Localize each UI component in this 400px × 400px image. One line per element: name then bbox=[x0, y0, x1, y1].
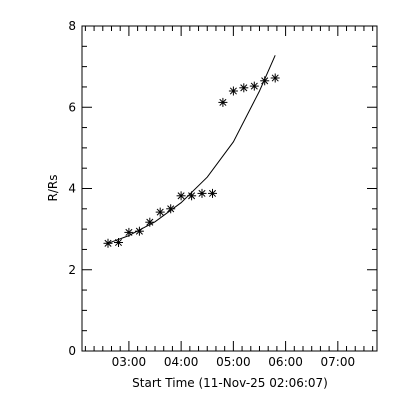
axis-tick-labels: 03:00 04:00 05:00 06:00 07:00 0 2 4 6 8 bbox=[68, 19, 355, 369]
data-point-stroke bbox=[208, 189, 217, 197]
data-point-stroke bbox=[146, 218, 154, 226]
data-point bbox=[228, 86, 238, 96]
data-point bbox=[249, 81, 259, 91]
x-tick-label: 03:00 bbox=[112, 355, 147, 369]
data-point-stroke bbox=[229, 87, 237, 95]
x-tick-label: 04:00 bbox=[164, 355, 199, 369]
data-point bbox=[270, 73, 280, 83]
data-point-stroke bbox=[198, 189, 206, 197]
y-tick-label: 6 bbox=[68, 100, 76, 114]
x-axis-label: Start Time (11-Nov-25 02:06:07) bbox=[132, 376, 328, 390]
data-point-stroke bbox=[219, 98, 227, 106]
data-point bbox=[124, 227, 134, 237]
data-point bbox=[208, 188, 217, 198]
y-tick-label: 8 bbox=[68, 19, 76, 33]
fit-curve bbox=[107, 55, 276, 244]
fit-line bbox=[107, 55, 276, 244]
y-tick-label: 4 bbox=[68, 182, 76, 196]
data-point-stroke bbox=[156, 208, 164, 216]
y-axis-label: R/Rs bbox=[46, 175, 60, 202]
y-tick-label: 0 bbox=[68, 344, 76, 358]
data-point bbox=[103, 238, 113, 248]
data-point bbox=[187, 191, 197, 201]
data-point-stroke bbox=[250, 82, 258, 90]
data-points bbox=[103, 73, 280, 248]
axis-ticks bbox=[82, 25, 377, 352]
data-point-stroke bbox=[114, 238, 123, 247]
x-tick-label: 05:00 bbox=[216, 355, 251, 369]
data-point bbox=[114, 238, 123, 247]
data-point-stroke bbox=[177, 192, 185, 200]
x-tick-label: 07:00 bbox=[321, 355, 356, 369]
data-point bbox=[134, 226, 144, 236]
data-point-stroke bbox=[188, 192, 196, 200]
data-point bbox=[260, 76, 270, 86]
data-point-stroke bbox=[271, 74, 279, 82]
data-point-stroke bbox=[125, 228, 133, 236]
x-tick-label: 06:00 bbox=[268, 355, 303, 369]
data-point-stroke bbox=[261, 77, 269, 85]
data-point bbox=[155, 207, 165, 217]
data-point-stroke bbox=[135, 227, 143, 235]
data-point-stroke bbox=[240, 84, 248, 92]
data-point-stroke bbox=[167, 205, 175, 213]
data-point bbox=[176, 191, 186, 201]
data-point bbox=[239, 83, 249, 93]
data-point bbox=[218, 97, 228, 107]
data-point bbox=[166, 204, 176, 214]
data-point bbox=[197, 188, 207, 198]
y-tick-label: 2 bbox=[68, 263, 76, 277]
data-point-stroke bbox=[104, 239, 112, 247]
data-point bbox=[145, 217, 155, 227]
